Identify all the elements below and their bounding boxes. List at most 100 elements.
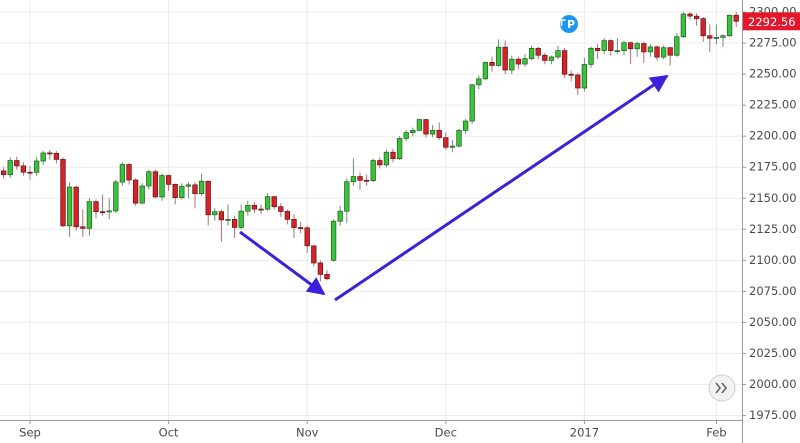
candle-body: [403, 132, 409, 139]
candle-body: [390, 151, 396, 160]
candle-body: [344, 181, 350, 212]
candle-body: [509, 58, 515, 71]
candle-body: [205, 180, 211, 216]
candle-body: [337, 210, 343, 222]
candle-body: [462, 120, 469, 131]
candle-body: [515, 58, 522, 65]
candle-body: [271, 196, 277, 208]
candle-body: [489, 61, 495, 66]
y-tick-label: 2150.00: [749, 191, 797, 205]
badge-label: P: [567, 18, 575, 31]
candle-body: [621, 42, 627, 52]
candle-body: [297, 227, 304, 229]
candle-body: [627, 42, 634, 50]
candle-body: [311, 245, 317, 264]
candle-body: [555, 50, 561, 58]
candle-body: [66, 186, 73, 227]
y-tick-label: 2275.00: [749, 36, 797, 50]
candle-body: [548, 56, 555, 61]
candle-body: [370, 160, 376, 181]
candle-body: [456, 130, 462, 147]
candle-body: [476, 78, 482, 86]
candle-body: [588, 47, 594, 65]
candle-body: [139, 185, 145, 204]
y-tick-label: 2250.00: [749, 67, 797, 81]
candle-body: [720, 35, 726, 38]
candle-body: [20, 165, 27, 173]
candle-body: [278, 206, 284, 212]
candle-body: [198, 180, 205, 195]
candle-body: [495, 46, 502, 66]
candle-body: [350, 176, 357, 183]
candle-body: [377, 160, 383, 166]
candle-body: [469, 84, 475, 122]
y-tick-label: 2175.00: [749, 160, 797, 174]
candle-body: [238, 210, 244, 228]
candle-body: [383, 151, 390, 166]
candle-body: [654, 46, 660, 58]
x-tick-label: Sep: [19, 426, 41, 440]
scroll-circle[interactable]: [708, 374, 736, 402]
candle-body: [410, 130, 416, 133]
y-tick-label: 2025.00: [749, 346, 797, 360]
candle-body: [179, 185, 185, 198]
candle-body: [172, 184, 178, 198]
candle-body: [436, 130, 442, 139]
candle-body: [113, 181, 119, 212]
candle-body: [146, 171, 152, 187]
candle-body: [594, 47, 601, 51]
candle-body: [317, 262, 324, 275]
candle-body: [324, 274, 330, 280]
scroll-button[interactable]: [708, 374, 736, 402]
badge-glyph: [560, 19, 566, 26]
candle-body: [528, 47, 535, 59]
y-tick-label: 2100.00: [749, 253, 797, 267]
candle-body: [152, 171, 159, 198]
candle-body: [0, 170, 7, 176]
y-tick-label: 2225.00: [749, 98, 797, 112]
candle-body: [502, 46, 508, 71]
candle-body: [27, 171, 33, 174]
candle-body: [687, 13, 693, 17]
candle-body: [416, 119, 423, 131]
candle-body: [667, 47, 673, 56]
candle-body: [93, 201, 99, 213]
trend-arrow: [334, 74, 669, 302]
candle-body: [443, 137, 449, 148]
y-tick-label: 2125.00: [749, 222, 797, 236]
candle-body: [231, 219, 238, 228]
candle-body: [7, 160, 13, 176]
event-badge[interactable]: P: [560, 15, 578, 33]
candle-body: [218, 211, 225, 221]
candle-body: [693, 15, 700, 19]
x-tick-label: Nov: [296, 426, 319, 440]
candle-body: [60, 159, 66, 227]
candle-body: [304, 227, 310, 247]
candle-body: [291, 219, 297, 228]
trend-arrow: [239, 230, 326, 296]
candle-body: [634, 43, 640, 50]
last-price-tag: [743, 12, 800, 31]
x-tick-label: Oct: [159, 426, 179, 440]
candle-body: [119, 164, 126, 183]
candle-body: [660, 47, 667, 58]
candle-body: [575, 74, 581, 89]
candle-body: [363, 179, 370, 182]
candle-body: [608, 40, 614, 52]
candle-body: [40, 152, 46, 162]
candle-body: [700, 18, 706, 37]
candle-body: [212, 211, 218, 216]
candle-body: [330, 220, 337, 261]
last-price-label: 2292.56: [748, 15, 796, 29]
candle-body: [601, 40, 607, 51]
candle-body: [423, 119, 429, 135]
candle-body: [126, 164, 132, 181]
y-tick-label: 1975.00: [749, 408, 797, 422]
candle-body: [14, 160, 20, 167]
candle-body: [86, 201, 93, 229]
candle-body: [106, 210, 112, 213]
y-tick-label: 2200.00: [749, 129, 797, 143]
candle-body: [680, 13, 687, 38]
